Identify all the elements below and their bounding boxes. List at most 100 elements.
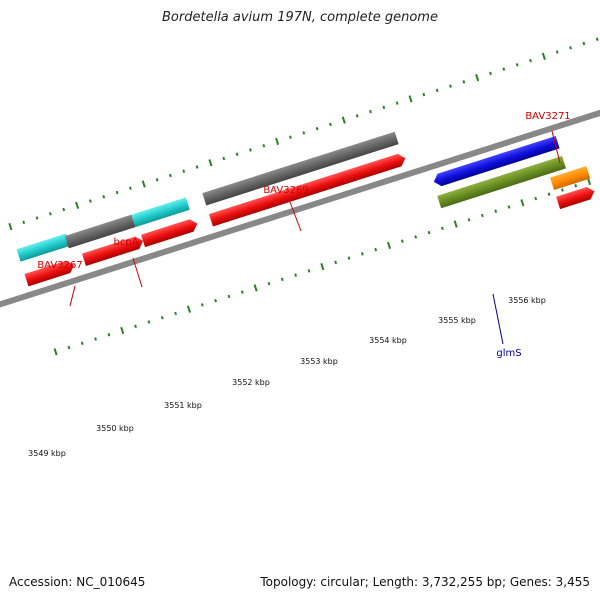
gene-features — [16, 131, 595, 287]
gene-cyan-left — [16, 233, 71, 262]
scale-label: 3551 kbp — [164, 401, 202, 410]
gene-label-bav3269: BAV3269 — [263, 185, 308, 196]
map-labels: BAV3267 bcpA BAV3269 BAV3271 glmS 3549 kbp 355… — [28, 111, 571, 458]
gene-label-bav3271: BAV3271 — [525, 111, 570, 122]
tick-mark — [262, 143, 266, 148]
scale-label: 3556 kbp — [508, 296, 546, 305]
tick-mark — [8, 222, 13, 231]
tick-mark — [240, 290, 244, 294]
tick-mark — [182, 169, 186, 173]
gene-glmS-strand — [433, 136, 560, 187]
cds-bcpA — [141, 219, 198, 248]
tick-mark — [320, 262, 325, 271]
scale-label: 3554 kbp — [369, 336, 407, 345]
gene-bav3271 — [550, 166, 591, 191]
tick-mark — [494, 209, 498, 214]
tick-mark — [235, 152, 239, 156]
map-title: Bordetella avium 197N, complete genome — [162, 10, 438, 25]
tick-mark — [422, 92, 426, 97]
tick-mark — [462, 80, 466, 84]
tick-mark — [227, 294, 231, 299]
tick-mark — [369, 109, 372, 114]
tick-mark — [80, 341, 84, 345]
tick-mark — [53, 348, 58, 356]
cds-bav3267 — [81, 236, 144, 266]
scale-label: 3552 kbp — [232, 378, 270, 387]
tick-mark — [195, 165, 199, 169]
tick-mark — [587, 177, 592, 186]
tick-mark — [253, 284, 258, 292]
tick-mark — [395, 101, 399, 105]
cds-bav3271 — [556, 186, 595, 210]
tick-mark — [134, 324, 138, 328]
leader-line — [132, 257, 143, 288]
tick-mark — [382, 105, 386, 110]
tick-mark — [88, 199, 92, 203]
scale-label: 3553 kbp — [300, 357, 338, 366]
gene-label-glms: glmS — [496, 348, 521, 359]
tick-mark — [467, 218, 471, 222]
genome-summary: Topology: circular; Length: 3,732,255 bp… — [260, 575, 590, 589]
tick-mark — [502, 67, 506, 71]
tick-mark — [480, 213, 484, 218]
leader-line — [69, 285, 76, 307]
tick-mark — [147, 320, 151, 324]
gene-bav3267 — [64, 214, 136, 249]
gene-label-bav3267: BAV3267 — [37, 260, 82, 271]
tick-mark — [541, 52, 546, 60]
tick-mark — [160, 315, 164, 320]
tick-mark — [569, 46, 572, 50]
tick-mark — [489, 71, 492, 76]
tick-mark — [102, 195, 106, 199]
tick-mark — [67, 345, 71, 350]
tick-mark — [174, 311, 178, 316]
tick-mark — [520, 199, 525, 207]
tick-mark — [435, 88, 439, 93]
tick-mark — [507, 205, 511, 209]
tick-mark — [515, 63, 519, 67]
tick-mark — [222, 156, 226, 161]
tick-mark — [294, 273, 298, 277]
leader-line — [289, 201, 302, 232]
tick-mark — [408, 95, 413, 103]
tick-mark — [22, 220, 26, 225]
scale-label: 3550 kbp — [96, 424, 134, 433]
label-leader-lines — [69, 130, 561, 345]
leader-line — [492, 293, 504, 345]
tick-mark — [560, 188, 564, 192]
tick-mark — [449, 84, 452, 88]
tick-mark — [355, 114, 359, 118]
cds-left — [24, 260, 75, 287]
tick-mark — [386, 241, 392, 249]
gene-glmS — [437, 156, 566, 209]
leader-line — [551, 130, 561, 164]
tick-mark — [249, 148, 252, 152]
scale-label: 3549 kbp — [28, 449, 66, 458]
gene-bav3269 — [202, 131, 399, 206]
tick-mark — [169, 173, 172, 178]
tick-mark — [275, 137, 280, 146]
scale-label: 3555 kbp — [438, 316, 476, 325]
tick-mark — [289, 135, 292, 139]
tick-mark — [115, 190, 119, 195]
genome-backbone — [0, 30, 600, 310]
tick-mark — [374, 247, 378, 252]
tick-mark — [534, 196, 538, 201]
tick-mark — [48, 212, 52, 216]
tick-mark — [129, 186, 132, 190]
gene-bcpA — [131, 197, 190, 228]
tick-mark — [94, 337, 97, 341]
tick-mark — [475, 73, 480, 82]
tick-mark — [329, 122, 332, 127]
tick-mark — [440, 226, 444, 231]
tick-mark — [62, 207, 66, 212]
tick-mark — [400, 239, 404, 243]
tick-mark — [347, 256, 351, 260]
tick-mark — [267, 281, 271, 286]
gene-label-bcpa: bcpA — [113, 237, 138, 248]
tick-mark — [214, 298, 218, 303]
tick-mark — [414, 235, 418, 239]
tick-mark — [186, 305, 191, 313]
